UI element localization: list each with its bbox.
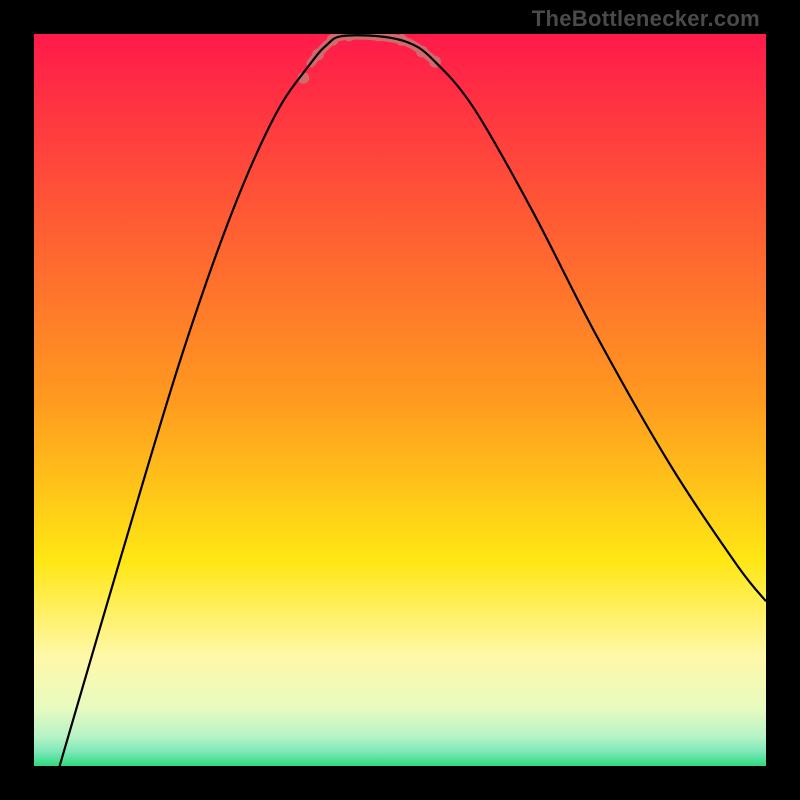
bottleneck-curve <box>34 34 766 766</box>
chart-frame: TheBottlenecker.com <box>0 0 800 800</box>
main-curve <box>60 35 766 766</box>
watermark-label: TheBottlenecker.com <box>532 6 760 32</box>
